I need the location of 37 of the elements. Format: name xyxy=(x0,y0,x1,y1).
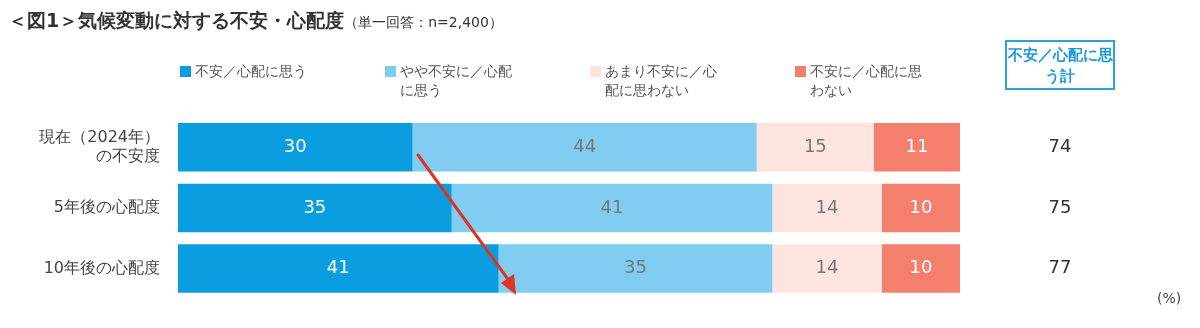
text: 74 xyxy=(1048,134,1072,156)
data-label: 30 xyxy=(283,134,307,156)
data-label: 10 xyxy=(909,195,933,217)
chart-subtitle: （単一回答：n=2,400） xyxy=(344,14,503,30)
legend-label: やや不安に／心配に思う xyxy=(400,62,513,100)
text: 75 xyxy=(1048,195,1072,217)
data-label: 35 xyxy=(624,256,647,278)
bar xyxy=(178,123,413,172)
data-label: 44 xyxy=(573,134,597,156)
data-label: 15 xyxy=(803,134,827,156)
bar xyxy=(881,183,960,233)
bar xyxy=(178,183,452,233)
bar xyxy=(881,244,960,293)
bar xyxy=(451,183,773,233)
legend-label: 不安に／心配に思わない xyxy=(810,62,923,100)
y-tick-label: 5年後の心配度 xyxy=(53,197,160,217)
legend-label: 不安／心配に思う xyxy=(195,62,307,81)
data-label: 35 xyxy=(303,195,327,217)
data-label: 14 xyxy=(815,195,839,217)
text: (%) xyxy=(1157,290,1182,306)
y-tick-label: 現在（2024年）の不安度 xyxy=(39,126,160,166)
data-label: 11 xyxy=(905,134,929,156)
legend-label: あまり不安に／心配に思わない xyxy=(605,62,718,100)
data-label: 14 xyxy=(815,256,839,278)
text: 77 xyxy=(1048,256,1072,278)
bar xyxy=(772,244,882,293)
data-label: 10 xyxy=(909,256,933,278)
bar xyxy=(412,123,757,172)
bar xyxy=(178,244,499,293)
data-label: 41 xyxy=(326,256,350,278)
data-label: 41 xyxy=(600,195,624,217)
bar xyxy=(873,123,960,172)
text: 不安／心配に思う計 xyxy=(1005,40,1115,90)
bar xyxy=(772,183,882,233)
bar xyxy=(756,123,874,172)
bar xyxy=(498,244,773,293)
y-tick-label: 10年後の心配度 xyxy=(43,257,160,277)
